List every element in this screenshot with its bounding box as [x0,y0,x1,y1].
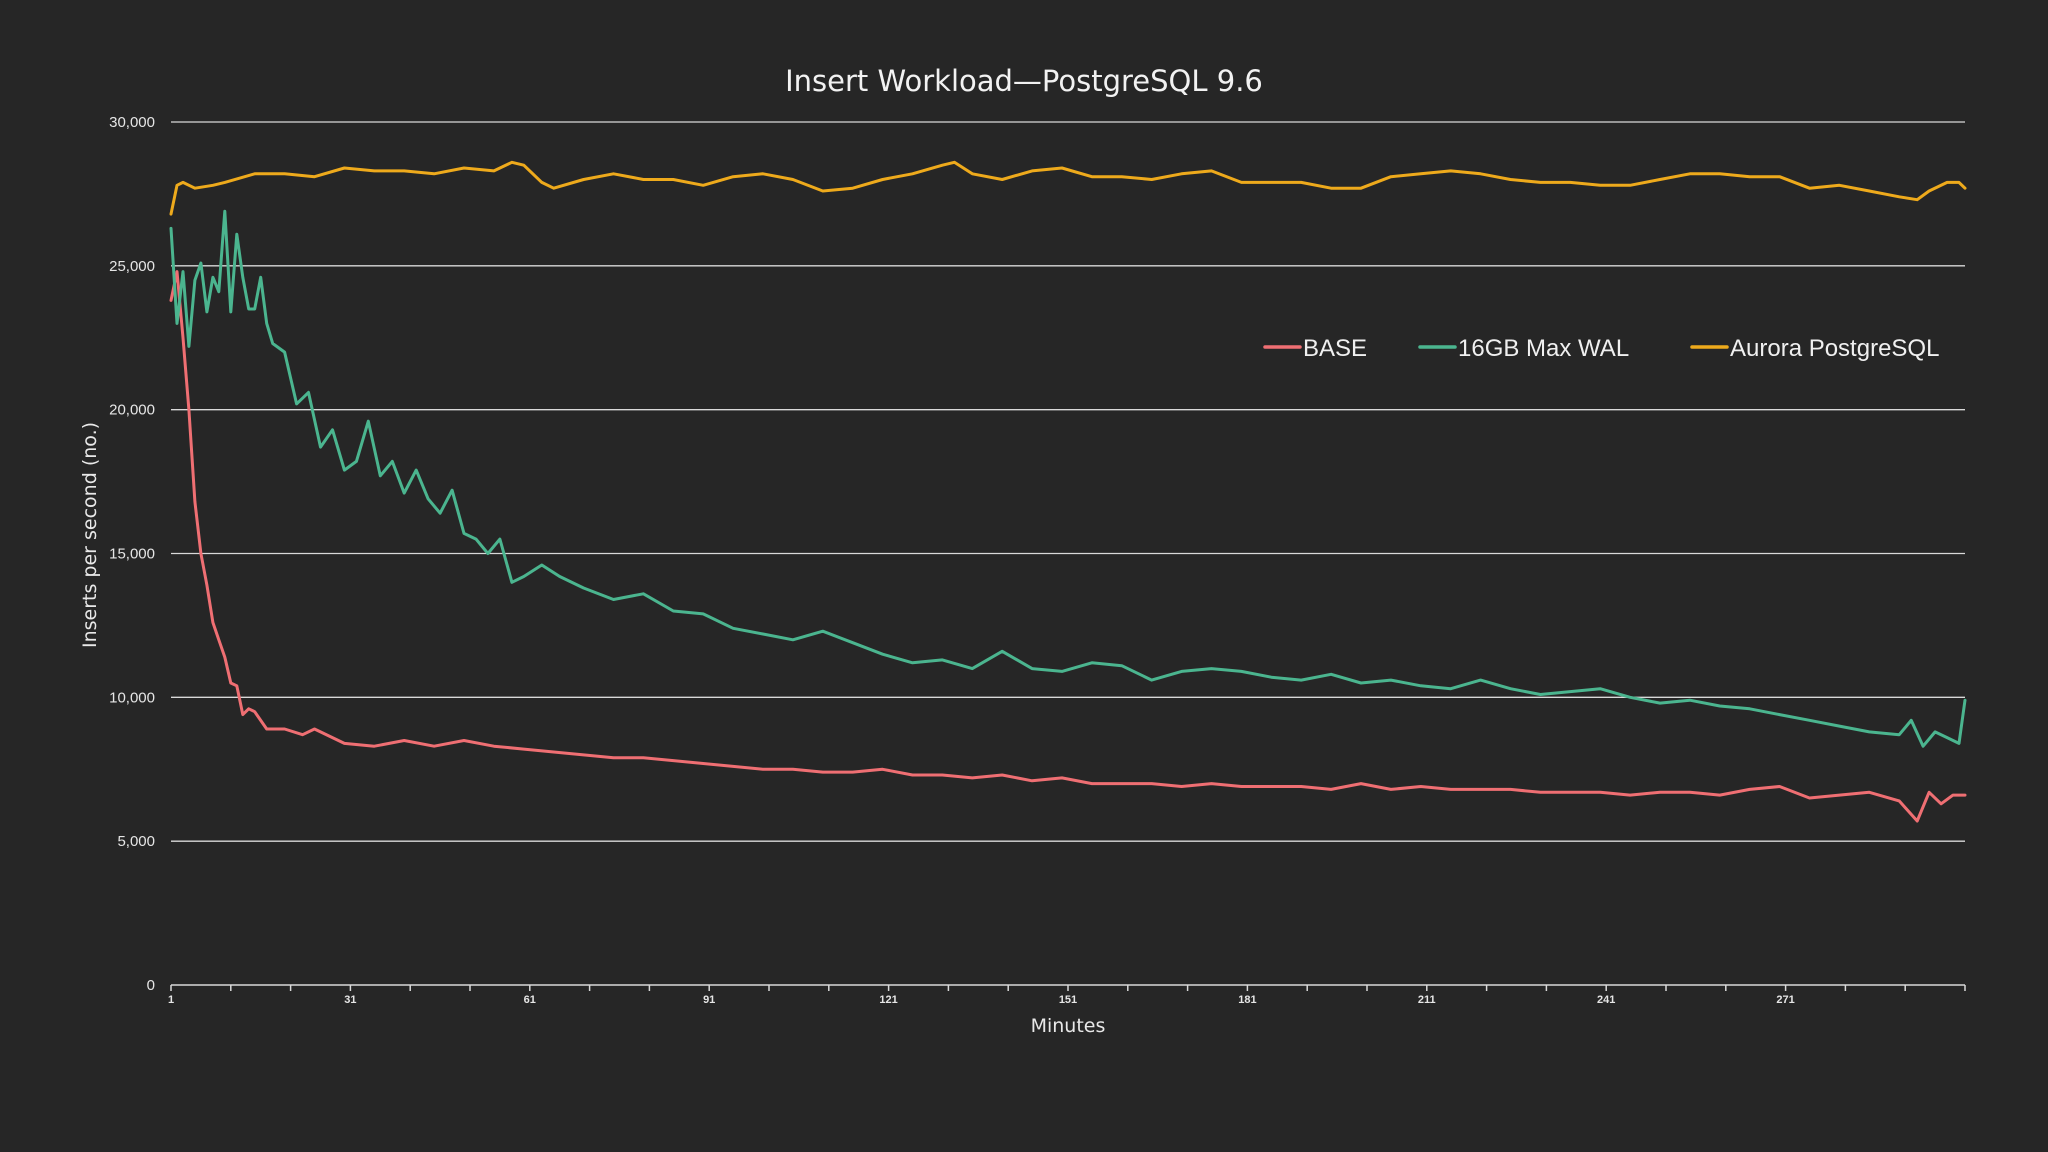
x-tick-label: 271 [1776,994,1794,1006]
legend-label-base: BASE [1303,335,1367,362]
series-line-16gb-max-wal [169,209,1967,748]
x-tick-label: 121 [879,994,897,1006]
series-line-aurora-postgresql [169,160,1967,216]
y-tick-label: 20,000 [109,402,155,419]
series-lines [169,160,1967,823]
x-tick-label: 61 [524,994,536,1006]
y-axis-ticks: 0 5,000 10,000 15,000 20,000 25,000 30,000 [109,114,155,994]
x-tick-label: 211 [1418,994,1436,1006]
series-line-base [169,270,1967,823]
x-tick-label: 151 [1059,994,1077,1006]
x-tick-label: 91 [703,994,715,1006]
gridlines [171,121,1965,842]
x-tick-label: 181 [1238,994,1256,1006]
legend: BASE 16GB Max WAL Aurora PostgreSQL [1263,335,1939,362]
x-tick-label: 31 [344,994,356,1006]
y-tick-label: 15,000 [109,546,155,563]
x-axis-label: Minutes [1031,1015,1106,1037]
y-tick-label: 30,000 [109,114,155,131]
legend-label-16gb-max-wal: 16GB Max WAL [1458,335,1629,362]
x-tick-label: 241 [1597,994,1615,1006]
legend-label-aurora-postgresql: Aurora PostgreSQL [1730,335,1939,362]
y-tick-label: 10,000 [109,689,155,706]
y-tick-label: 5,000 [117,833,155,850]
y-tick-label: 0 [147,977,155,994]
x-tick-label: 1 [168,994,174,1006]
x-axis: 1 31 61 91 121 151 181 211 241 271 [168,984,1966,1006]
chart-title: Insert Workload—PostgreSQL 9.6 [785,64,1263,98]
y-axis-label: Inserts per second (no.) [79,422,101,648]
y-tick-label: 25,000 [109,258,155,275]
